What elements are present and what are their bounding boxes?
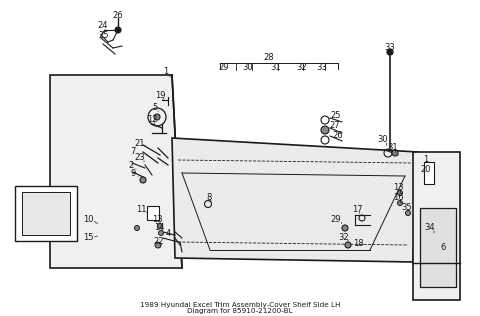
Text: 21: 21	[135, 138, 145, 148]
Text: 28: 28	[264, 52, 274, 62]
Text: 1989 Hyundai Excel Trim Assembly-Cover Shelf Side LH: 1989 Hyundai Excel Trim Assembly-Cover S…	[140, 302, 340, 308]
Polygon shape	[420, 208, 456, 287]
Circle shape	[345, 242, 351, 248]
Text: 13: 13	[393, 184, 403, 192]
Text: 27: 27	[330, 121, 340, 131]
Text: 32: 32	[297, 64, 307, 72]
Circle shape	[387, 49, 393, 55]
Circle shape	[397, 200, 403, 205]
Text: 15: 15	[83, 234, 93, 242]
Text: 33: 33	[317, 64, 327, 72]
Text: 7: 7	[130, 148, 136, 156]
Polygon shape	[50, 75, 182, 268]
Text: 29: 29	[331, 216, 341, 224]
Circle shape	[154, 114, 160, 120]
Text: 26: 26	[333, 131, 343, 141]
Text: 9: 9	[131, 169, 136, 179]
Circle shape	[342, 225, 348, 231]
Text: 1: 1	[423, 155, 429, 165]
Text: 26: 26	[113, 10, 123, 20]
Text: 22: 22	[154, 236, 164, 246]
Circle shape	[157, 223, 163, 228]
Circle shape	[406, 210, 410, 216]
Text: 30: 30	[243, 64, 253, 72]
Text: 34: 34	[425, 223, 435, 233]
Circle shape	[397, 191, 403, 196]
Text: 12: 12	[147, 116, 157, 125]
Polygon shape	[172, 138, 418, 262]
Text: 29: 29	[219, 64, 229, 72]
Text: 16: 16	[393, 193, 403, 203]
Text: 31: 31	[388, 143, 398, 153]
Text: 4: 4	[166, 228, 170, 238]
Text: 1: 1	[163, 68, 168, 76]
Text: 10: 10	[83, 216, 93, 224]
Text: 19: 19	[155, 90, 165, 100]
Text: 23: 23	[135, 154, 145, 162]
FancyBboxPatch shape	[424, 162, 434, 184]
Text: 30: 30	[378, 136, 388, 144]
Text: 31: 31	[271, 64, 281, 72]
Text: 2: 2	[128, 161, 133, 171]
Text: 14: 14	[154, 222, 164, 232]
FancyBboxPatch shape	[147, 206, 159, 220]
Circle shape	[158, 230, 164, 235]
Text: 13: 13	[152, 215, 162, 223]
Polygon shape	[413, 152, 460, 300]
Text: 6: 6	[440, 244, 446, 252]
Text: 32: 32	[339, 233, 349, 241]
Text: 35: 35	[402, 204, 412, 212]
Text: 17: 17	[352, 205, 362, 215]
Circle shape	[134, 226, 140, 230]
Circle shape	[140, 177, 146, 183]
Circle shape	[321, 126, 329, 134]
FancyBboxPatch shape	[22, 192, 70, 235]
Text: 25: 25	[99, 32, 109, 40]
Text: 18: 18	[353, 239, 363, 247]
Circle shape	[155, 242, 161, 248]
Circle shape	[115, 27, 121, 33]
Text: Diagram for 85910-21200-BL: Diagram for 85910-21200-BL	[187, 308, 293, 314]
Circle shape	[392, 150, 398, 156]
Text: 25: 25	[331, 112, 341, 120]
FancyBboxPatch shape	[15, 186, 77, 241]
Text: 20: 20	[421, 166, 431, 174]
Text: 33: 33	[384, 42, 396, 52]
Text: 11: 11	[136, 205, 146, 215]
Text: 5: 5	[152, 104, 157, 112]
Text: 24: 24	[98, 21, 108, 31]
Text: 8: 8	[206, 193, 212, 203]
